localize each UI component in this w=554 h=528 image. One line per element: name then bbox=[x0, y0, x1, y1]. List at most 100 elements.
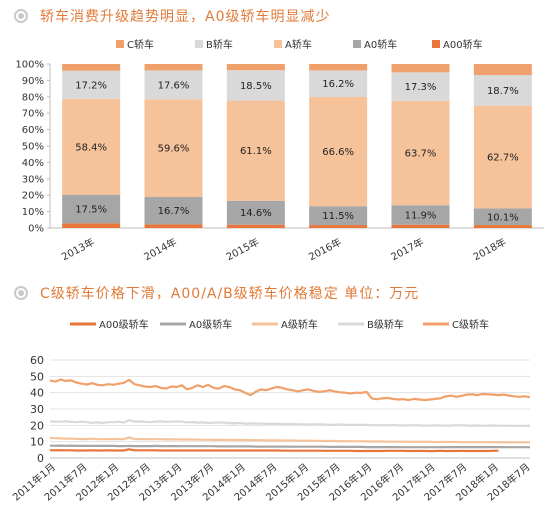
bar-segment bbox=[226, 224, 285, 228]
bar-segment bbox=[62, 223, 121, 228]
series-line bbox=[49, 444, 530, 449]
bar-segment bbox=[144, 99, 203, 198]
y-tick-label: 80% bbox=[22, 92, 44, 103]
bar-segment bbox=[144, 224, 203, 228]
legend-label: B级轿车 bbox=[367, 318, 404, 331]
bar-segment bbox=[309, 96, 368, 207]
bar-segment bbox=[309, 206, 368, 226]
data-label: 10.1% bbox=[487, 212, 519, 223]
series-line bbox=[49, 418, 531, 428]
bar-segment bbox=[226, 200, 285, 225]
y-tick-label: 20% bbox=[22, 191, 44, 202]
bar-segment bbox=[473, 208, 532, 226]
y-tick-label: 10 bbox=[30, 436, 44, 449]
legend-label: C级轿车 bbox=[452, 318, 489, 331]
bar-segment bbox=[473, 64, 532, 75]
y-tick-label: 10% bbox=[22, 207, 44, 218]
y-tick-label: 30 bbox=[30, 403, 44, 416]
bar-segment bbox=[144, 197, 203, 225]
legend-label: A0级轿车 bbox=[189, 318, 232, 331]
bar-segment bbox=[309, 70, 368, 97]
bar-segment bbox=[391, 205, 450, 225]
legend-swatch bbox=[353, 40, 361, 48]
data-label: 17.2% bbox=[75, 80, 107, 91]
y-tick-label: 40% bbox=[22, 158, 44, 169]
data-label: 59.6% bbox=[158, 144, 190, 155]
data-label: 62.7% bbox=[487, 153, 519, 164]
legend-label: A0轿车 bbox=[364, 38, 397, 51]
x-tick-label: 2016年 bbox=[306, 235, 343, 263]
y-tick-label: 0 bbox=[37, 452, 44, 465]
legend-swatch bbox=[116, 40, 124, 48]
bar-segment bbox=[309, 225, 368, 228]
legend-label: C轿车 bbox=[127, 38, 154, 51]
stacked-bar-chart: C轿车 B轿车 A轿车 A0轿车 A00轿车 0% 10% 20% 30% 40% 50% 60% 70… bbox=[15, 38, 544, 263]
line-chart: A00级轿车 A0级轿车 A级轿车 B级轿车 C级轿车01020304050602011… bbox=[10, 318, 533, 504]
data-label: 18.5% bbox=[240, 81, 272, 92]
bar-segment bbox=[226, 70, 285, 101]
data-label: 16.2% bbox=[322, 79, 354, 90]
y-tick-label: 30% bbox=[22, 174, 44, 185]
bullet-icon bbox=[14, 9, 28, 23]
legend-label: B轿车 bbox=[206, 38, 233, 51]
y-tick-label: 20 bbox=[30, 419, 44, 432]
series-line bbox=[49, 378, 531, 402]
legend-label: A级轿车 bbox=[281, 318, 318, 331]
bar-segment bbox=[62, 194, 121, 224]
y-tick-label: 70% bbox=[22, 109, 44, 120]
y-tick-label: 60% bbox=[22, 125, 44, 136]
bar-segment bbox=[473, 225, 532, 228]
data-label: 61.1% bbox=[240, 146, 272, 157]
x-tick-label: 2014年 bbox=[142, 235, 179, 263]
bar-segment bbox=[391, 224, 450, 228]
chart2-heading: C级轿车价格下滑，A00/A/B级轿车价格稳定 单位：万元 bbox=[14, 283, 419, 303]
bar-segment bbox=[391, 72, 450, 101]
y-tick-label: 100% bbox=[15, 60, 44, 71]
data-label: 11.9% bbox=[405, 210, 437, 221]
chart1-heading: 轿车消费升级趋势明显，A0级轿车明显减少 bbox=[14, 6, 330, 26]
bar-segment bbox=[226, 64, 285, 71]
chart1-title: 轿车消费升级趋势明显，A0级轿车明显减少 bbox=[40, 9, 331, 25]
series-line bbox=[49, 448, 499, 453]
bar-segment bbox=[309, 64, 368, 71]
bar-segment bbox=[62, 70, 121, 99]
data-label: 58.4% bbox=[75, 142, 107, 153]
x-tick-label: 2018年 bbox=[471, 235, 508, 263]
bar-segment bbox=[226, 100, 285, 201]
data-label: 16.7% bbox=[158, 206, 190, 217]
x-tick-label: 2015年 bbox=[224, 235, 261, 263]
bar-segment bbox=[144, 64, 203, 71]
bar-segment bbox=[391, 100, 450, 206]
data-label: 66.6% bbox=[322, 147, 354, 158]
x-tick-label: 2017年 bbox=[389, 235, 426, 263]
legend-label: A轿车 bbox=[285, 38, 312, 51]
chart2-title: C级轿车价格下滑，A00/A/B级轿车价格稳定 单位：万元 bbox=[40, 286, 420, 302]
bar-segment bbox=[62, 64, 121, 71]
data-label: 17.5% bbox=[75, 205, 107, 216]
y-tick-label: 90% bbox=[22, 76, 44, 87]
x-tick-label: 2013年 bbox=[59, 235, 96, 263]
y-tick-label: 50% bbox=[22, 142, 44, 153]
y-tick-label: 50 bbox=[30, 370, 44, 383]
y-tick-label: 60 bbox=[30, 354, 44, 367]
legend-label: A00级轿车 bbox=[99, 318, 149, 331]
legend-label: A00轿车 bbox=[443, 38, 483, 51]
bar-segment bbox=[473, 105, 532, 209]
data-label: 11.5% bbox=[322, 211, 354, 222]
data-label: 63.7% bbox=[405, 148, 437, 159]
bar-segment bbox=[62, 98, 121, 195]
bar-segment bbox=[391, 64, 450, 73]
data-label: 17.3% bbox=[405, 82, 437, 93]
legend-swatch bbox=[274, 40, 282, 48]
series-line bbox=[49, 436, 530, 444]
data-label: 17.6% bbox=[158, 80, 190, 91]
data-label: 18.7% bbox=[487, 86, 519, 97]
y-tick-label: 0% bbox=[28, 224, 44, 235]
legend-swatch bbox=[195, 40, 203, 48]
y-tick-label: 40 bbox=[30, 387, 44, 400]
bar-segment bbox=[473, 74, 532, 106]
bar-segment bbox=[144, 70, 203, 100]
data-label: 14.6% bbox=[240, 208, 272, 219]
bullet-icon bbox=[14, 286, 28, 300]
legend-swatch bbox=[432, 40, 440, 48]
